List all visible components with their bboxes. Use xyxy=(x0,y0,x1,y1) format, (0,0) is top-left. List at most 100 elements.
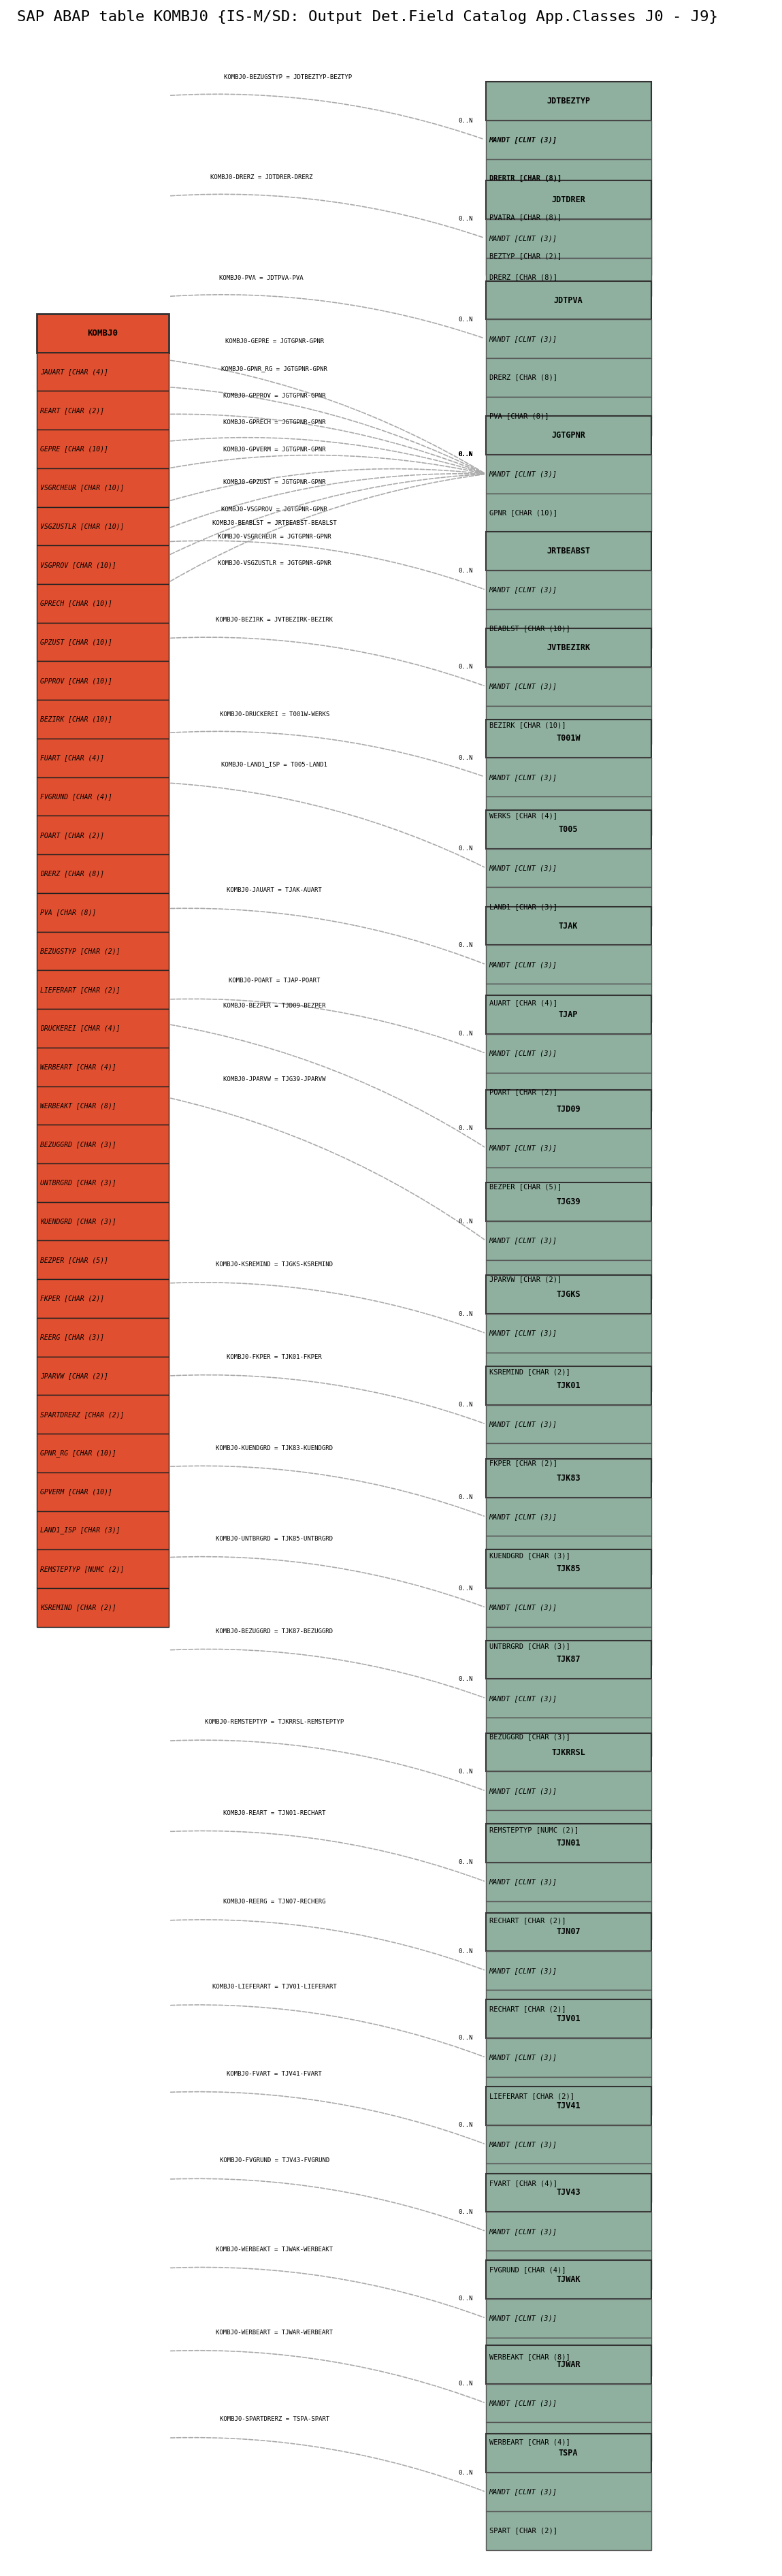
Text: RECHART [CHAR (2)]: RECHART [CHAR (2)] xyxy=(490,2007,565,2012)
Text: VSGRCHEUR [CHAR (10)]: VSGRCHEUR [CHAR (10)] xyxy=(40,484,124,492)
Text: MANDT [CLNT (3)]: MANDT [CLNT (3)] xyxy=(490,2316,558,2321)
FancyBboxPatch shape xyxy=(486,358,651,397)
Text: 0..N: 0..N xyxy=(458,567,472,574)
FancyBboxPatch shape xyxy=(486,2259,651,2298)
Text: BEZTYP [CHAR (2)]: BEZTYP [CHAR (2)] xyxy=(490,252,561,260)
Text: TJN07: TJN07 xyxy=(556,1927,580,1937)
FancyBboxPatch shape xyxy=(486,237,651,276)
Text: KOMBJ0-KSREMIND = TJGKS-KSREMIND: KOMBJ0-KSREMIND = TJGKS-KSREMIND xyxy=(216,1262,333,1267)
FancyBboxPatch shape xyxy=(37,507,169,546)
Text: MANDT [CLNT (3)]: MANDT [CLNT (3)] xyxy=(490,1329,558,1337)
Text: KOMBJ0-GPPROV = JGTGPNR-GPNR: KOMBJ0-GPPROV = JGTGPNR-GPNR xyxy=(223,392,325,399)
Text: WERBEAKT [CHAR (8)]: WERBEAKT [CHAR (8)] xyxy=(40,1103,116,1108)
FancyBboxPatch shape xyxy=(37,430,169,469)
Text: BEZPER [CHAR (5)]: BEZPER [CHAR (5)] xyxy=(490,1182,561,1190)
Text: 0..N: 0..N xyxy=(458,1401,472,1409)
FancyBboxPatch shape xyxy=(486,1221,651,1260)
Text: MANDT [CLNT (3)]: MANDT [CLNT (3)] xyxy=(490,1422,558,1427)
FancyBboxPatch shape xyxy=(37,662,169,701)
FancyBboxPatch shape xyxy=(486,706,651,744)
FancyBboxPatch shape xyxy=(486,796,651,835)
FancyBboxPatch shape xyxy=(486,495,651,533)
FancyBboxPatch shape xyxy=(37,1358,169,1396)
Text: KOMBJ0-DRERZ = JDTDRER-DRERZ: KOMBJ0-DRERZ = JDTDRER-DRERZ xyxy=(210,175,313,180)
Text: 0..N: 0..N xyxy=(458,451,472,459)
Text: VSGZUSTLR [CHAR (10)]: VSGZUSTLR [CHAR (10)] xyxy=(40,523,124,531)
Text: KOMBJ0-VSGPROV = JGTGPNR-GPNR: KOMBJ0-VSGPROV = JGTGPNR-GPNR xyxy=(221,507,328,513)
FancyBboxPatch shape xyxy=(37,585,169,623)
Text: KOMBJ0-FVART = TJV41-FVART: KOMBJ0-FVART = TJV41-FVART xyxy=(227,2071,322,2076)
FancyBboxPatch shape xyxy=(37,1242,169,1280)
FancyBboxPatch shape xyxy=(486,1718,651,1757)
Text: MANDT [CLNT (3)]: MANDT [CLNT (3)] xyxy=(490,234,558,242)
FancyBboxPatch shape xyxy=(486,2512,651,2550)
Text: 0..N: 0..N xyxy=(458,451,472,459)
Text: UNTBRGRD [CHAR (3)]: UNTBRGRD [CHAR (3)] xyxy=(40,1180,116,1185)
Text: 0..N: 0..N xyxy=(458,451,472,459)
Text: 0..N: 0..N xyxy=(458,2470,472,2476)
FancyBboxPatch shape xyxy=(486,1641,651,1680)
FancyBboxPatch shape xyxy=(37,1319,169,1358)
Text: 0..N: 0..N xyxy=(458,2208,472,2215)
Text: GPVERM [CHAR (10)]: GPVERM [CHAR (10)] xyxy=(40,1489,112,1494)
Text: TJG39: TJG39 xyxy=(556,1198,580,1206)
FancyBboxPatch shape xyxy=(486,1811,651,1850)
Text: KSREMIND [CHAR (2)]: KSREMIND [CHAR (2)] xyxy=(40,1605,116,1610)
Text: KOMBJ0-GEPRE = JGTGPNR-GPNR: KOMBJ0-GEPRE = JGTGPNR-GPNR xyxy=(225,337,324,345)
FancyBboxPatch shape xyxy=(486,1260,651,1298)
Text: PVATRA [CHAR (8)]: PVATRA [CHAR (8)] xyxy=(490,214,561,222)
FancyBboxPatch shape xyxy=(37,1280,169,1319)
FancyBboxPatch shape xyxy=(37,739,169,778)
Text: TJAK: TJAK xyxy=(559,922,578,930)
Text: JDTBEZTYP: JDTBEZTYP xyxy=(547,98,590,106)
FancyBboxPatch shape xyxy=(37,817,169,855)
Text: WERKS [CHAR (4)]: WERKS [CHAR (4)] xyxy=(490,811,558,819)
FancyBboxPatch shape xyxy=(486,1458,651,1497)
Text: POART [CHAR (2)]: POART [CHAR (2)] xyxy=(40,832,104,840)
Text: TJV41: TJV41 xyxy=(556,2102,580,2110)
Text: TJV01: TJV01 xyxy=(556,2014,580,2022)
FancyBboxPatch shape xyxy=(486,1443,651,1481)
Text: SAP ABAP table KOMBJ0 {IS-M/SD: Output Det.Field Catalog App.Classes J0 - J9}: SAP ABAP table KOMBJ0 {IS-M/SD: Output D… xyxy=(17,10,718,23)
FancyBboxPatch shape xyxy=(486,667,651,706)
Text: GPNR [CHAR (10)]: GPNR [CHAR (10)] xyxy=(490,510,558,515)
FancyBboxPatch shape xyxy=(37,546,169,585)
Text: TJK01: TJK01 xyxy=(556,1381,580,1391)
FancyBboxPatch shape xyxy=(486,2344,651,2383)
FancyBboxPatch shape xyxy=(486,2473,651,2512)
FancyBboxPatch shape xyxy=(486,319,651,358)
Text: LAND1_ISP [CHAR (3)]: LAND1_ISP [CHAR (3)] xyxy=(40,1528,120,1535)
Text: GPPROV [CHAR (10)]: GPPROV [CHAR (10)] xyxy=(40,677,112,685)
Text: 0..N: 0..N xyxy=(458,1030,472,1038)
FancyBboxPatch shape xyxy=(37,1396,169,1435)
FancyBboxPatch shape xyxy=(486,2213,651,2251)
Text: 0..N: 0..N xyxy=(458,118,472,124)
Text: MANDT [CLNT (3)]: MANDT [CLNT (3)] xyxy=(490,1512,558,1520)
Text: KOMBJ0-WERBEAKT = TJWAK-WERBEAKT: KOMBJ0-WERBEAKT = TJWAK-WERBEAKT xyxy=(216,2246,333,2251)
Text: KOMBJ0-KUENDGRD = TJK83-KUENDGRD: KOMBJ0-KUENDGRD = TJK83-KUENDGRD xyxy=(216,1445,333,1450)
Text: KOMBJ0-JAUART = TJAK-AUART: KOMBJ0-JAUART = TJAK-AUART xyxy=(227,886,322,894)
FancyBboxPatch shape xyxy=(37,701,169,739)
Text: MANDT [CLNT (3)]: MANDT [CLNT (3)] xyxy=(490,866,558,871)
Text: KOMBJ0-LAND1_ISP = T005-LAND1: KOMBJ0-LAND1_ISP = T005-LAND1 xyxy=(221,762,328,768)
FancyBboxPatch shape xyxy=(486,1862,651,1901)
FancyBboxPatch shape xyxy=(486,1352,651,1391)
Text: 0..N: 0..N xyxy=(458,451,472,459)
Text: KSREMIND [CHAR (2)]: KSREMIND [CHAR (2)] xyxy=(490,1368,570,1376)
FancyBboxPatch shape xyxy=(37,314,169,353)
Text: FKPER [CHAR (2)]: FKPER [CHAR (2)] xyxy=(40,1296,104,1301)
Text: WERBEAKT [CHAR (8)]: WERBEAKT [CHAR (8)] xyxy=(490,2354,570,2360)
Text: JPARVW [CHAR (2)]: JPARVW [CHAR (2)] xyxy=(40,1373,108,1378)
FancyBboxPatch shape xyxy=(486,1182,651,1221)
Text: JAUART [CHAR (4)]: JAUART [CHAR (4)] xyxy=(40,368,108,376)
FancyBboxPatch shape xyxy=(486,1589,651,1628)
Text: 0..N: 0..N xyxy=(458,1494,472,1502)
Text: REART [CHAR (2)]: REART [CHAR (2)] xyxy=(40,407,104,415)
FancyBboxPatch shape xyxy=(37,933,169,971)
Text: 0..N: 0..N xyxy=(458,755,472,760)
Text: MANDT [CLNT (3)]: MANDT [CLNT (3)] xyxy=(490,2053,558,2061)
FancyBboxPatch shape xyxy=(486,2383,651,2421)
FancyBboxPatch shape xyxy=(486,2087,651,2125)
Text: MANDT [CLNT (3)]: MANDT [CLNT (3)] xyxy=(490,961,558,969)
Text: KOMBJ0-DRUCKEREI = T001W-WERKS: KOMBJ0-DRUCKEREI = T001W-WERKS xyxy=(220,711,329,716)
